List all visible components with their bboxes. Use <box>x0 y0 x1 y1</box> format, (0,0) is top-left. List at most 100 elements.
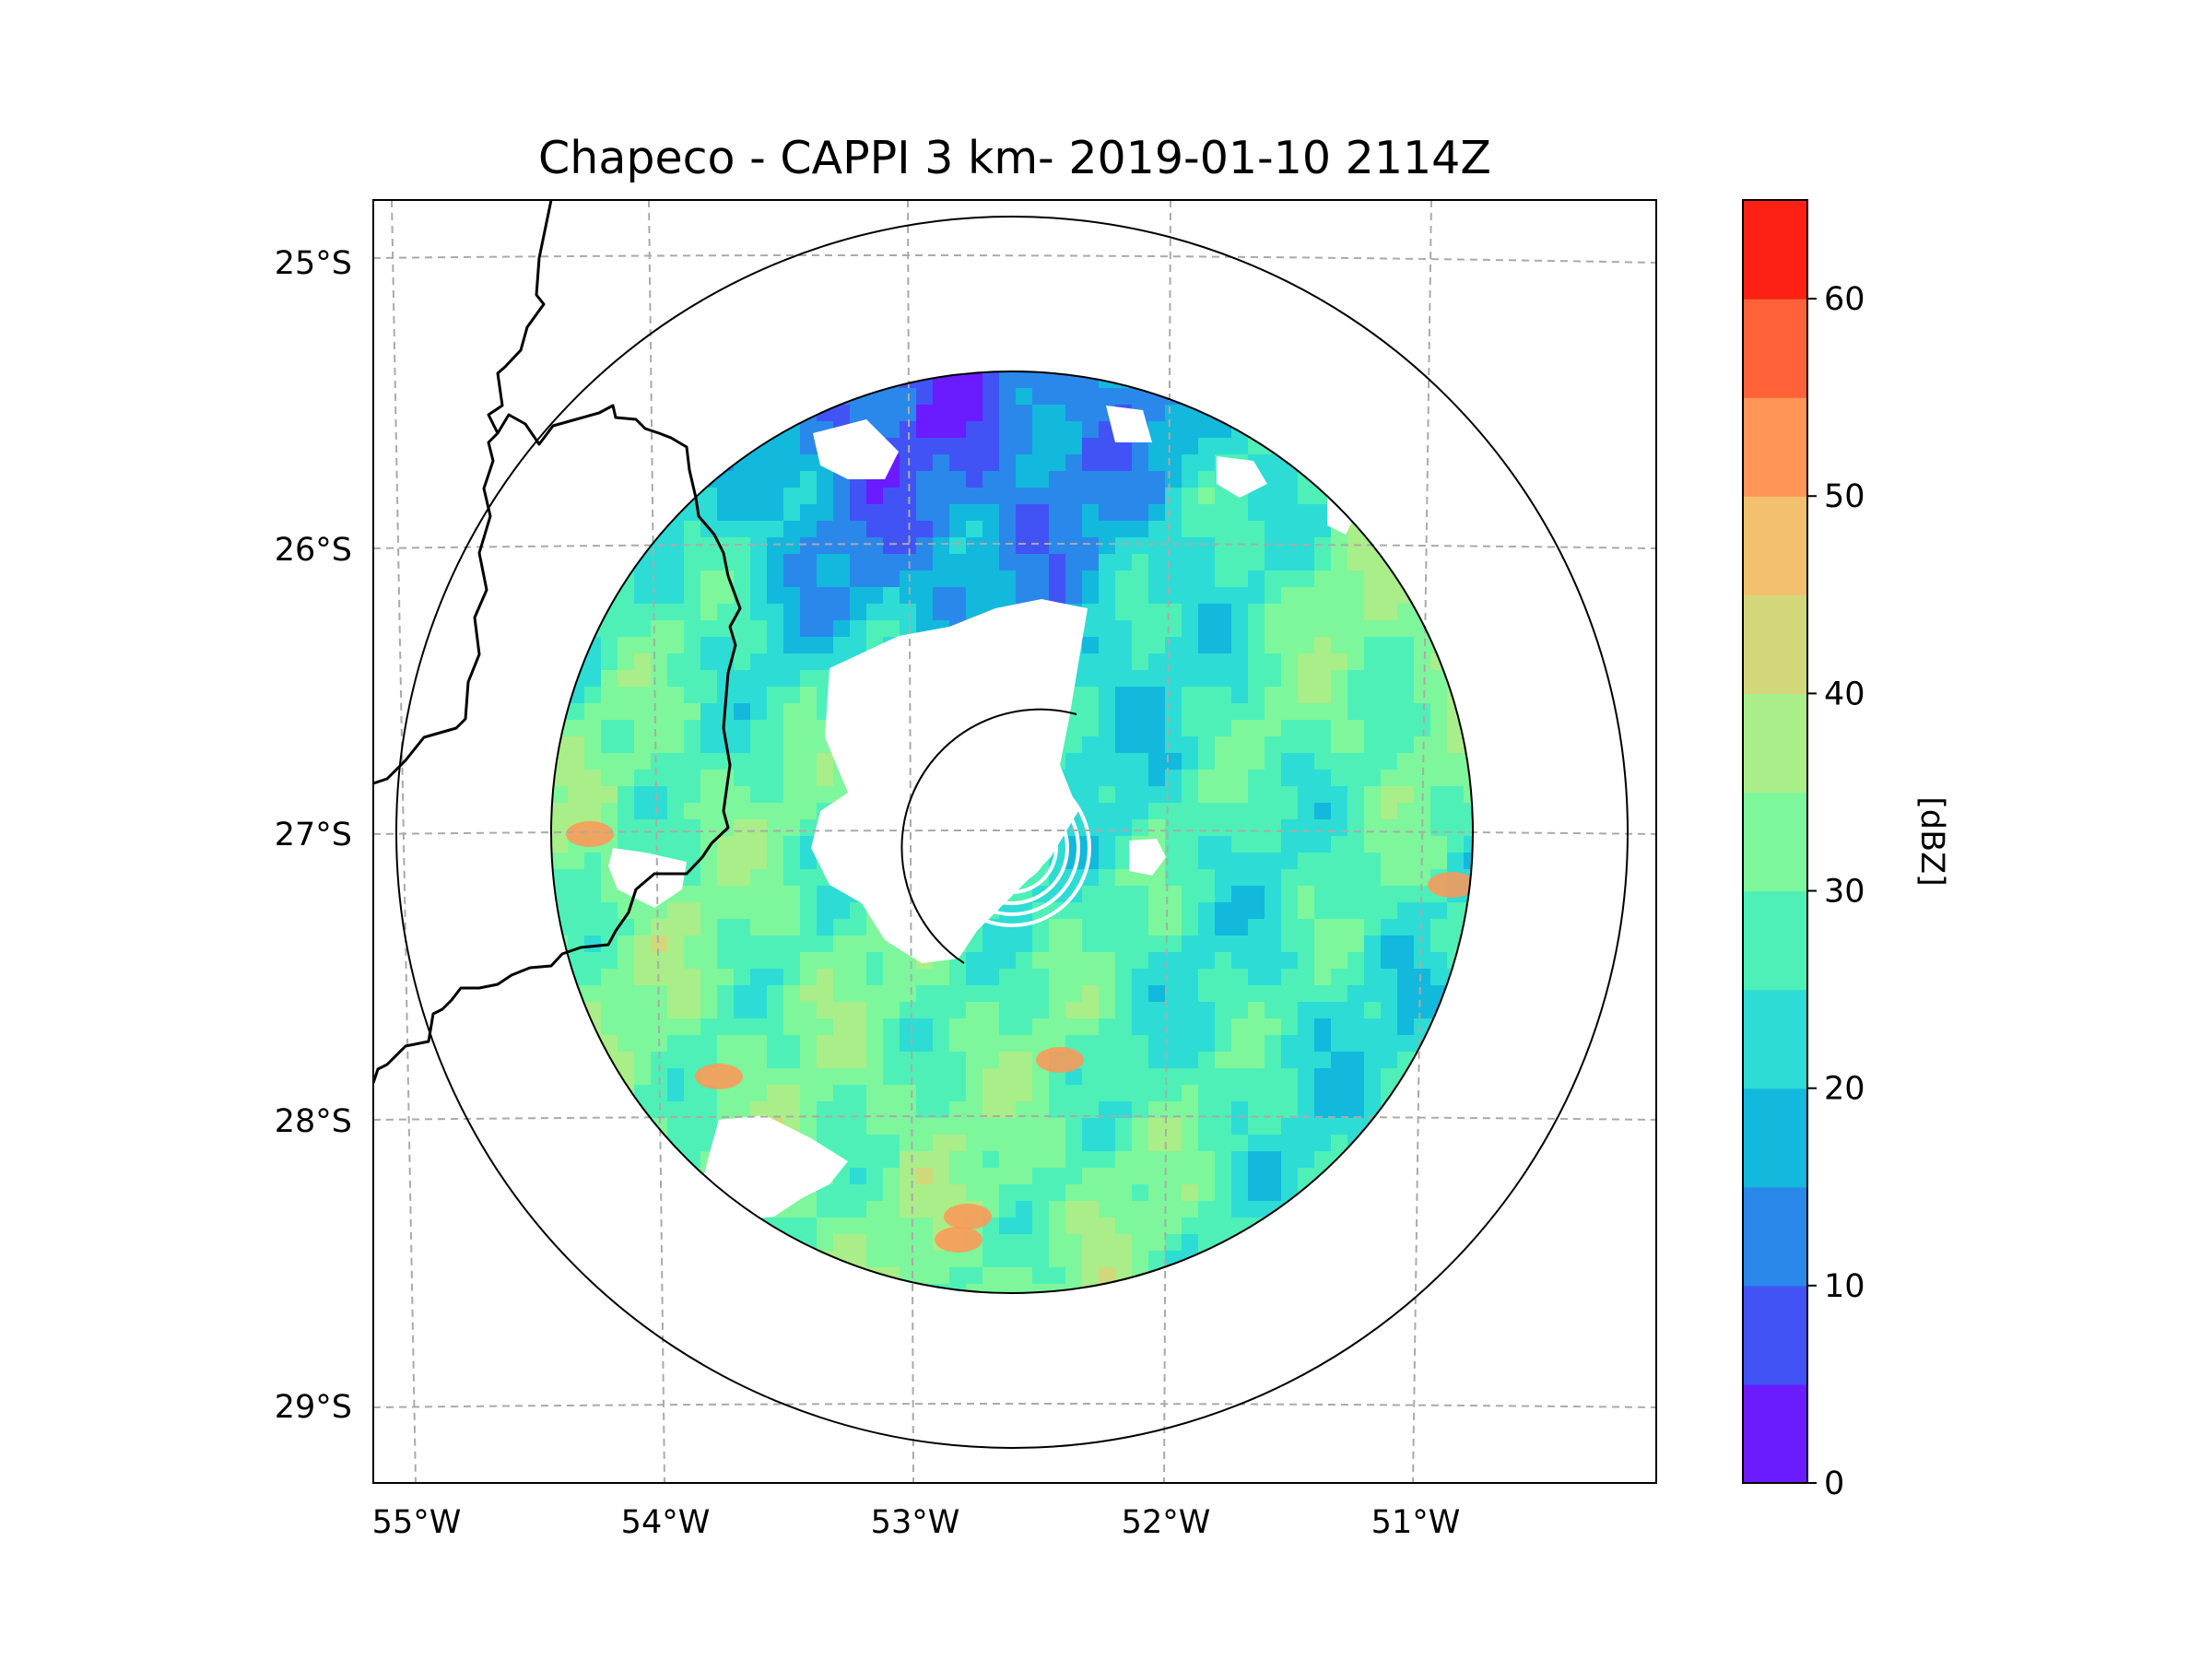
reflectivity-cell <box>1065 1218 1083 1235</box>
reflectivity-cell <box>1115 454 1133 472</box>
colorbar-segment <box>1743 693 1807 794</box>
reflectivity-cell <box>833 1184 851 1202</box>
reflectivity-cell <box>767 919 784 936</box>
reflectivity-cell <box>1364 1018 1382 1036</box>
reflectivity-cell <box>850 952 867 970</box>
reflectivity-cell <box>1148 637 1166 654</box>
reflectivity-cell <box>1364 587 1382 605</box>
reflectivity-cell <box>1265 1035 1282 1053</box>
reflectivity-cell <box>1381 1035 1398 1053</box>
reflectivity-cell <box>1397 1002 1415 1019</box>
reflectivity-cell <box>1099 1201 1116 1218</box>
reflectivity-cell <box>850 902 867 920</box>
reflectivity-cell <box>551 853 569 870</box>
reflectivity-cell <box>1198 1201 1216 1218</box>
reflectivity-cell <box>833 604 851 621</box>
reflectivity-cell <box>684 703 701 721</box>
reflectivity-cell <box>1182 421 1199 439</box>
reflectivity-cell <box>900 1118 917 1135</box>
reflectivity-cell <box>684 554 701 571</box>
reflectivity-cell <box>651 720 668 737</box>
reflectivity-cell <box>551 786 569 804</box>
reflectivity-cell <box>933 405 950 422</box>
reflectivity-cell <box>866 1184 884 1202</box>
reflectivity-cell <box>1165 454 1182 472</box>
reflectivity-cell <box>1430 952 1448 970</box>
reflectivity-cell <box>1132 653 1149 671</box>
reflectivity-cell <box>1248 935 1265 953</box>
reflectivity-cell <box>817 1002 834 1019</box>
reflectivity-cell <box>1148 919 1166 936</box>
reflectivity-cell <box>1464 786 1473 804</box>
reflectivity-cell <box>1082 471 1100 488</box>
reflectivity-cell <box>1215 886 1232 903</box>
reflectivity-cell <box>1082 1135 1100 1152</box>
reflectivity-cell <box>1397 935 1415 953</box>
reflectivity-cell <box>1148 1184 1166 1202</box>
reflectivity-cell <box>817 902 834 920</box>
reflectivity-cell <box>999 1151 1017 1169</box>
reflectivity-cell <box>866 1052 884 1069</box>
reflectivity-cell <box>1464 836 1473 853</box>
reflectivity-cell <box>1049 1267 1066 1285</box>
reflectivity-cell <box>1016 554 1033 571</box>
reflectivity-cell <box>1082 571 1100 588</box>
reflectivity-cell <box>982 1068 1000 1086</box>
reflectivity-cell <box>1298 736 1315 754</box>
reflectivity-cell <box>1381 1068 1398 1086</box>
reflectivity-cell <box>982 1284 1000 1293</box>
reflectivity-cell <box>1065 571 1083 588</box>
reflectivity-cell <box>1447 836 1465 853</box>
reflectivity-cell <box>1281 853 1299 870</box>
reflectivity-cell <box>1281 1135 1299 1152</box>
reflectivity-cell <box>833 637 851 654</box>
reflectivity-cell <box>1082 521 1100 538</box>
reflectivity-cell <box>817 620 834 638</box>
reflectivity-cell <box>1381 720 1398 737</box>
reflectivity-cell <box>1132 587 1149 605</box>
reflectivity-cell <box>1099 1068 1116 1086</box>
reflectivity-cell <box>1032 504 1050 522</box>
reflectivity-cell <box>1132 969 1149 986</box>
reflectivity-cell <box>1231 969 1249 986</box>
reflectivity-cell <box>1132 919 1149 936</box>
reflectivity-cell <box>966 521 983 538</box>
reflectivity-cell <box>1281 571 1299 588</box>
reflectivity-cell <box>850 1135 867 1152</box>
reflectivity-cell <box>933 488 950 505</box>
reflectivity-cell <box>1182 1218 1199 1235</box>
reflectivity-cell <box>1198 985 1216 1003</box>
reflectivity-cell <box>1165 1184 1182 1202</box>
reflectivity-cell <box>1198 1052 1216 1069</box>
reflectivity-cell <box>966 1118 983 1135</box>
reflectivity-cell <box>601 653 618 671</box>
reflectivity-cell <box>1215 902 1232 920</box>
reflectivity-cell <box>618 1035 635 1053</box>
reflectivity-cell <box>949 1151 967 1169</box>
reflectivity-cell <box>800 770 818 787</box>
reflectivity-cell <box>1065 421 1083 439</box>
reflectivity-cell <box>1314 902 1332 920</box>
reflectivity-cell <box>767 969 784 986</box>
reflectivity-cell <box>1397 1035 1415 1053</box>
reflectivity-cell <box>1231 1184 1249 1202</box>
reflectivity-cell <box>1182 554 1199 571</box>
reflectivity-cell <box>1281 1035 1299 1053</box>
reflectivity-cell <box>750 753 768 771</box>
reflectivity-cell <box>1182 985 1199 1003</box>
reflectivity-cell <box>883 537 900 555</box>
reflectivity-cell <box>1414 952 1431 970</box>
reflectivity-cell <box>982 421 1000 439</box>
reflectivity-cell <box>1132 819 1149 837</box>
reflectivity-cell <box>1265 969 1282 986</box>
reflectivity-cell <box>866 1002 884 1019</box>
reflectivity-cell <box>667 1085 685 1102</box>
reflectivity-cell <box>1331 720 1348 737</box>
reflectivity-cell <box>651 819 668 837</box>
reflectivity-cell <box>783 919 801 936</box>
reflectivity-cell <box>601 753 618 771</box>
reflectivity-cell <box>1115 687 1133 704</box>
reflectivity-cell <box>1065 952 1083 970</box>
reflectivity-cell <box>1148 720 1166 737</box>
reflectivity-cell <box>1364 670 1382 688</box>
